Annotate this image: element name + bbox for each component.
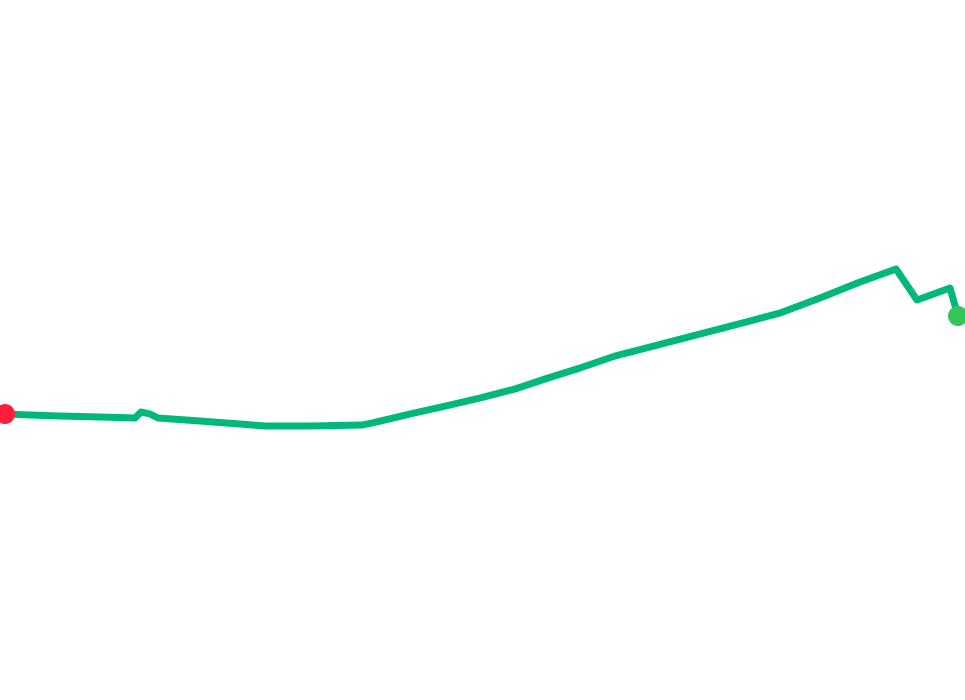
- start-point-icon[interactable]: [0, 404, 15, 424]
- route-line: [1, 265, 962, 430]
- end-point-icon[interactable]: [948, 306, 965, 326]
